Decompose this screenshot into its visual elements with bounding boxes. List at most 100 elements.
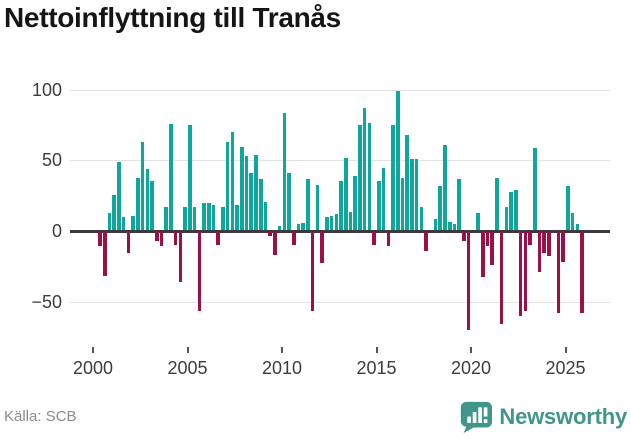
bar <box>178 232 183 282</box>
y-tick-label: 0 <box>51 221 62 241</box>
bar <box>192 207 197 230</box>
bar <box>315 184 320 230</box>
bar <box>126 232 131 254</box>
bar <box>329 215 334 230</box>
bar <box>310 232 315 312</box>
bar <box>320 232 324 264</box>
bar <box>103 232 107 277</box>
bar <box>150 180 154 230</box>
source-label: Källa: SCB <box>4 408 77 425</box>
bar <box>206 203 211 230</box>
bar <box>395 91 400 230</box>
bar <box>405 135 409 230</box>
bar <box>556 232 561 313</box>
bar <box>580 232 584 313</box>
bar <box>112 194 117 230</box>
bar <box>377 180 381 230</box>
bar <box>433 218 438 230</box>
bar <box>292 232 296 245</box>
bar <box>301 222 306 230</box>
bar <box>306 179 310 230</box>
bar <box>240 146 244 230</box>
bar <box>532 147 537 230</box>
zero-axis-line <box>70 230 610 233</box>
bar <box>140 142 145 230</box>
bar <box>575 224 580 230</box>
bar <box>117 162 121 230</box>
bar <box>235 204 239 230</box>
bar <box>211 204 216 230</box>
bar <box>362 108 367 230</box>
gridline--50 <box>70 301 610 303</box>
plot-area: 100 50 0 −50 2000 2005 2010 2015 2020 2025 <box>0 75 631 395</box>
gridline-100 <box>70 89 610 91</box>
bar <box>547 232 551 257</box>
x-tick-label: 2025 <box>545 358 586 378</box>
y-tick-label: 50 <box>41 150 62 171</box>
bar <box>183 207 187 230</box>
bar <box>353 176 358 230</box>
x-tick-mark <box>564 347 567 353</box>
x-tick-mark <box>92 347 94 353</box>
bar <box>216 232 220 245</box>
bar <box>121 217 126 230</box>
bar <box>495 177 499 230</box>
bar <box>136 177 140 230</box>
y-tick-label: 100 <box>31 79 62 100</box>
logo-bubble-shape <box>461 401 493 434</box>
bar <box>457 179 461 230</box>
bar <box>221 207 225 230</box>
bar <box>296 224 301 230</box>
bar <box>169 123 173 230</box>
bar <box>348 211 353 230</box>
bar <box>343 157 348 230</box>
bar <box>509 191 513 230</box>
x-tick-mark <box>375 347 378 353</box>
bar <box>254 155 258 230</box>
bar <box>566 186 570 230</box>
bar <box>325 217 329 230</box>
bar <box>476 213 480 230</box>
x-tick-mark <box>470 347 472 353</box>
bar <box>419 207 424 230</box>
bar <box>188 125 192 230</box>
bar <box>197 232 202 312</box>
bar <box>372 232 376 245</box>
x-tick-label: 2020 <box>450 358 492 378</box>
bar <box>447 221 452 230</box>
bar <box>414 159 419 230</box>
bar <box>381 167 386 230</box>
newsworthy-logo: Newsworthy <box>459 400 627 434</box>
x-tick-label: 2010 <box>261 358 303 378</box>
bar <box>202 203 206 230</box>
bar <box>537 232 542 272</box>
bar <box>542 232 547 254</box>
x-tick-label: 2000 <box>72 358 114 378</box>
gridline-50 <box>70 160 610 162</box>
bar <box>287 173 291 230</box>
bar <box>391 125 395 230</box>
bar <box>98 232 102 247</box>
bar <box>410 159 414 230</box>
newsworthy-logo-icon <box>459 400 493 434</box>
bar <box>334 214 339 230</box>
bar <box>230 132 235 230</box>
y-tick-label: −50 <box>31 291 62 312</box>
bar <box>462 232 466 241</box>
bar <box>263 201 268 230</box>
bar <box>277 225 282 230</box>
bar <box>258 179 263 230</box>
bar <box>514 190 518 230</box>
bar <box>164 207 169 230</box>
bar <box>504 207 509 230</box>
x-tick-mark <box>281 347 283 353</box>
bar <box>443 145 447 230</box>
bar <box>523 232 528 312</box>
bar <box>561 232 565 262</box>
bar <box>173 232 178 245</box>
bar <box>154 232 159 241</box>
bar <box>424 232 428 251</box>
bar <box>282 112 287 230</box>
bar <box>159 232 164 247</box>
